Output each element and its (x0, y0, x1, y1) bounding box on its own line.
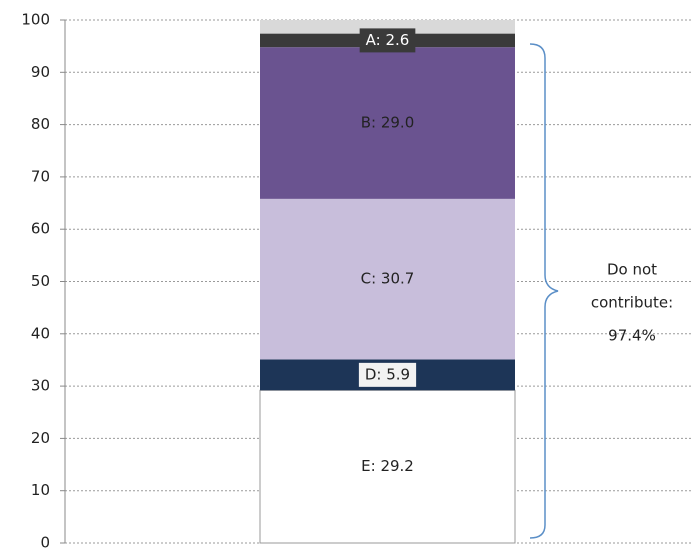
y-tick-label: 100 (21, 11, 50, 29)
annotation-line: contribute: (591, 294, 673, 312)
bar-segment (260, 198, 515, 360)
y-tick-label: 0 (40, 534, 50, 552)
annotation-line: 97.4% (608, 327, 656, 345)
data-label: B: 29.0 (361, 114, 415, 132)
data-label: C: 30.7 (361, 270, 415, 288)
label-box (358, 362, 417, 387)
bar-segment (260, 20, 515, 34)
bar-segment (260, 47, 515, 199)
y-tick-label: 30 (31, 377, 50, 395)
data-label: E: 29.2 (361, 457, 414, 475)
y-tick-label: 80 (31, 115, 50, 133)
y-tick-label: 90 (31, 63, 50, 81)
brace (529, 43, 559, 539)
y-tick-label: 60 (31, 220, 50, 238)
y-tick-label: 10 (31, 481, 50, 499)
data-label: A: 2.6 (366, 31, 410, 49)
annotation-line: Do not (607, 261, 657, 279)
y-tick-label: 20 (31, 429, 50, 447)
label-box (359, 28, 416, 53)
y-tick-label: 50 (31, 272, 50, 290)
data-label: D: 5.9 (365, 365, 410, 383)
y-tick-label: 40 (31, 324, 50, 342)
y-tick-label: 70 (31, 167, 50, 185)
